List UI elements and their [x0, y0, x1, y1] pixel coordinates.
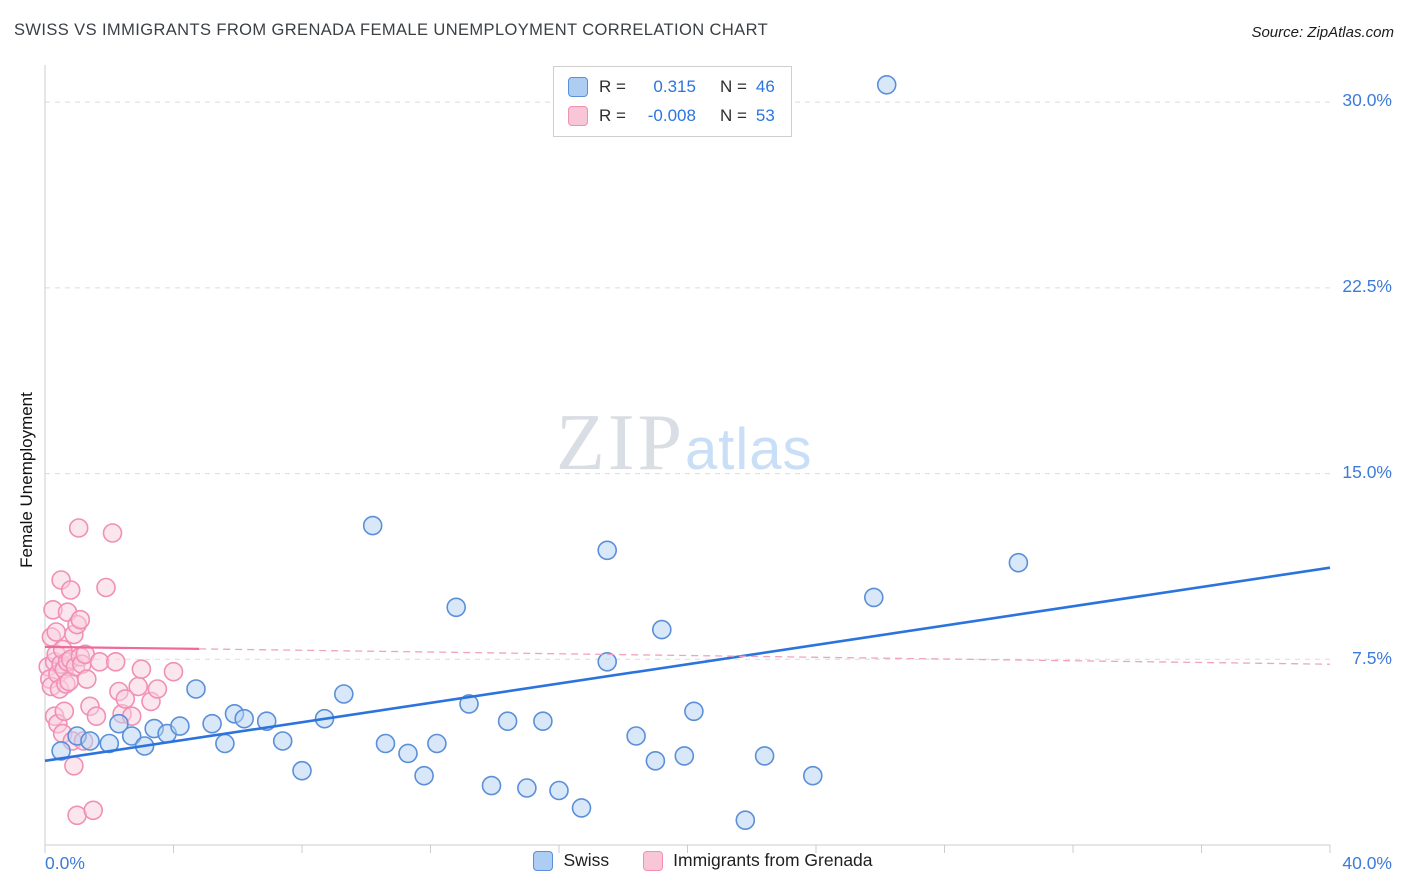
- r-label: R =: [599, 77, 626, 96]
- legend-item-grenada: Immigrants from Grenada: [643, 850, 873, 871]
- correlation-stats-box: R = 0.315 N = 46 R = -0.008 N = 53: [553, 66, 792, 137]
- y-axis-title: Female Unemployment: [17, 392, 36, 568]
- swiss-legend-label: Swiss: [563, 850, 610, 870]
- y-tick-label-22-5: 22.5%: [1342, 276, 1392, 296]
- legend-item-swiss: Swiss: [533, 850, 609, 871]
- r-value: -0.008: [647, 106, 696, 125]
- y-tick-label-30: 30.0%: [1342, 90, 1392, 110]
- source-attribution: Source: ZipAtlas.com: [1251, 24, 1394, 41]
- swiss-legend-swatch: [533, 850, 554, 871]
- swiss-series-swatch: [568, 77, 588, 97]
- grenada-legend-swatch: [643, 850, 664, 871]
- n-value: 46: [755, 77, 775, 96]
- n-label: N =: [719, 106, 747, 125]
- r-label: R =: [599, 106, 626, 125]
- series-legend: Swiss Immigrants from Grenada: [0, 850, 1406, 871]
- y-tick-label-15: 15.0%: [1342, 462, 1392, 482]
- swiss-stats-row: R = 0.315 N = 46: [568, 77, 775, 97]
- grenada-stats-row: R = -0.008 N = 53: [568, 106, 775, 126]
- y-tick-label-7-5: 7.5%: [1352, 648, 1392, 668]
- grenada-legend-label: Immigrants from Grenada: [673, 850, 873, 870]
- grenada-series-swatch: [568, 106, 588, 126]
- r-value: 0.315: [653, 77, 696, 96]
- x-axis-max-label: 40.0%: [1342, 853, 1392, 873]
- n-label: N =: [719, 77, 747, 96]
- n-value: 53: [755, 106, 775, 125]
- page-title: SWISS VS IMMIGRANTS FROM GRENADA FEMALE …: [14, 21, 769, 39]
- x-axis-min-label: 0.0%: [45, 853, 85, 873]
